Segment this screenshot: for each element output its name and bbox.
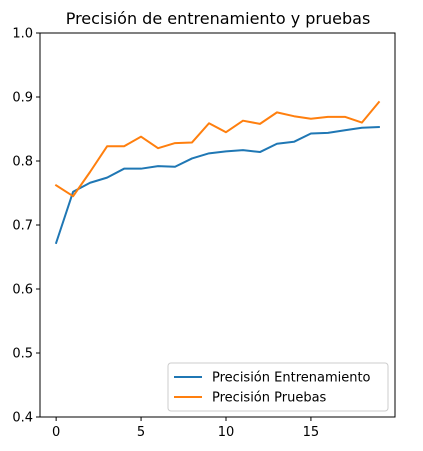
- y-tick-label: 0.9: [12, 91, 33, 106]
- y-tick-label: 1.0: [12, 27, 33, 42]
- series-line-pruebas: [54, 100, 381, 198]
- y-tick-label: 0.6: [12, 283, 33, 298]
- y-tick-label: 0.7: [12, 219, 33, 234]
- y-tick-label: 0.5: [12, 347, 33, 362]
- legend-label-entrenamiento: Precisión Entrenamiento: [212, 371, 371, 386]
- y-axis: 0.4 0.5 0.6 0.7 0.8 0.9 1.0: [12, 27, 40, 426]
- y-tick-label: 0.4: [12, 411, 33, 426]
- x-tick-label: 10: [218, 425, 235, 440]
- x-tick-label: 0: [52, 425, 60, 440]
- y-tick-label: 0.8: [12, 155, 33, 170]
- x-axis: 0 5 10 15: [52, 417, 319, 440]
- series-layer: [54, 100, 381, 245]
- plot-area: [39, 32, 396, 418]
- chart-title: Precisión de entrenamiento y pruebas: [66, 9, 371, 28]
- legend-label-pruebas: Precisión Pruebas: [212, 391, 327, 406]
- x-tick-label: 15: [303, 425, 320, 440]
- x-tick-label: 5: [137, 425, 145, 440]
- legend-box: [167, 362, 389, 412]
- series-line-entrenamiento: [54, 126, 380, 245]
- legend: Precisión Entrenamiento Precisión Prueba…: [167, 362, 389, 412]
